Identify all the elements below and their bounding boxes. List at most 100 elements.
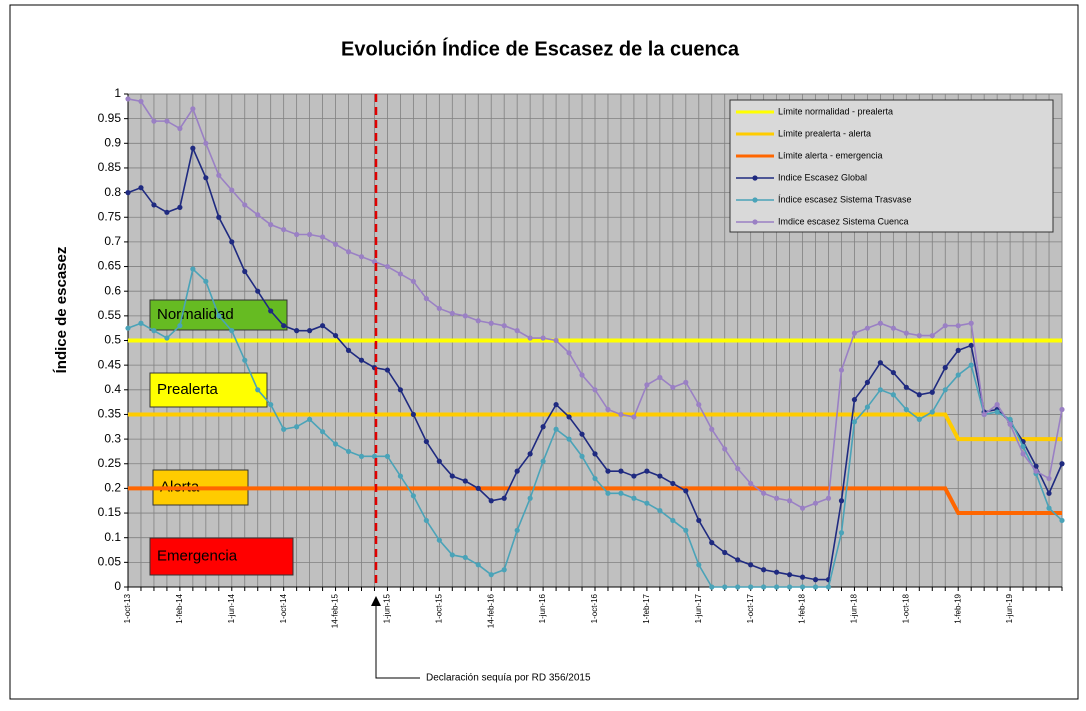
x-tick-label: 14-feb-16 (486, 593, 495, 628)
data-point (994, 409, 1000, 415)
x-tick-label: 1-jun-19 (1005, 593, 1014, 623)
data-point (981, 411, 987, 418)
data-point (605, 406, 611, 413)
y-tick-label: 1 (114, 86, 121, 100)
data-point (890, 369, 896, 376)
data-point (748, 562, 754, 568)
data-point (812, 500, 819, 506)
data-point (125, 190, 131, 196)
legend-marker (752, 197, 758, 203)
data-point (968, 362, 974, 368)
x-tick-label: 1-oct-16 (590, 593, 599, 623)
data-point (566, 436, 572, 442)
data-point (1046, 475, 1052, 482)
data-point (877, 387, 883, 393)
data-point (851, 419, 858, 425)
data-point (501, 323, 507, 329)
data-point (735, 557, 741, 563)
data-point (657, 507, 663, 514)
data-point (255, 212, 261, 218)
data-point (1059, 517, 1065, 524)
data-point (436, 537, 442, 543)
data-point (384, 453, 391, 459)
data-point (307, 328, 313, 334)
data-point (631, 495, 637, 501)
legend-label: Límite normalidad - prealerta (778, 106, 893, 116)
data-point (929, 389, 935, 395)
data-point (799, 584, 806, 590)
data-point (475, 562, 481, 568)
series-line (128, 412, 1062, 442)
data-point (812, 577, 819, 583)
data-point (255, 288, 261, 294)
data-point (709, 584, 715, 590)
y-tick-label: 0.45 (98, 357, 122, 371)
y-tick-label: 0.1 (104, 530, 121, 544)
data-point (436, 458, 442, 464)
data-point (216, 214, 222, 220)
data-point (670, 517, 676, 524)
y-tick-label: 0.55 (98, 308, 122, 322)
data-point (774, 584, 780, 590)
data-point (748, 480, 754, 487)
y-tick-label: 0.15 (98, 505, 122, 519)
data-point (709, 426, 715, 432)
data-point (177, 125, 183, 132)
data-point (242, 268, 248, 275)
data-point (929, 409, 935, 415)
data-point (229, 239, 235, 245)
data-point (592, 451, 598, 457)
data-point (229, 328, 235, 334)
data-point (138, 185, 144, 191)
zone-label: Prealerta (157, 381, 219, 398)
data-point (319, 429, 326, 435)
data-point (1059, 461, 1065, 467)
data-point (345, 249, 352, 255)
data-point (696, 517, 702, 524)
data-point (838, 367, 845, 373)
data-point (631, 473, 637, 479)
data-point (877, 360, 883, 366)
data-point (449, 310, 455, 316)
data-point (864, 379, 871, 386)
zone-label: Normalidad (157, 306, 234, 323)
data-point (164, 118, 170, 124)
arrow-head (371, 596, 381, 606)
x-tick-label: 1-jun-14 (227, 593, 236, 623)
data-point (942, 387, 948, 393)
data-point (838, 498, 845, 504)
data-point (903, 406, 909, 413)
data-point (358, 254, 365, 260)
data-point (579, 431, 585, 437)
legend-marker (752, 219, 758, 225)
data-point (657, 473, 663, 479)
data-point (786, 498, 793, 504)
data-point (761, 567, 767, 573)
data-point (410, 278, 416, 284)
data-point (825, 584, 832, 590)
data-point (332, 241, 339, 247)
data-point (683, 379, 689, 386)
data-point (890, 325, 896, 331)
data-point (294, 424, 300, 430)
data-point (812, 584, 819, 590)
x-tick-label: 1-oct-15 (434, 593, 443, 623)
data-point (229, 187, 235, 193)
data-point (527, 495, 533, 501)
data-point (644, 382, 650, 388)
data-point (735, 466, 741, 472)
data-point (605, 468, 611, 474)
data-point (553, 401, 559, 408)
data-point (709, 540, 715, 546)
data-point (670, 384, 676, 390)
data-point (618, 490, 624, 496)
data-point (786, 584, 793, 590)
data-point (955, 323, 961, 329)
data-point (748, 584, 754, 590)
data-point (423, 438, 429, 445)
y-tick-label: 0.95 (98, 111, 122, 125)
data-point (255, 387, 261, 393)
data-point (540, 335, 546, 341)
data-point (177, 204, 183, 210)
